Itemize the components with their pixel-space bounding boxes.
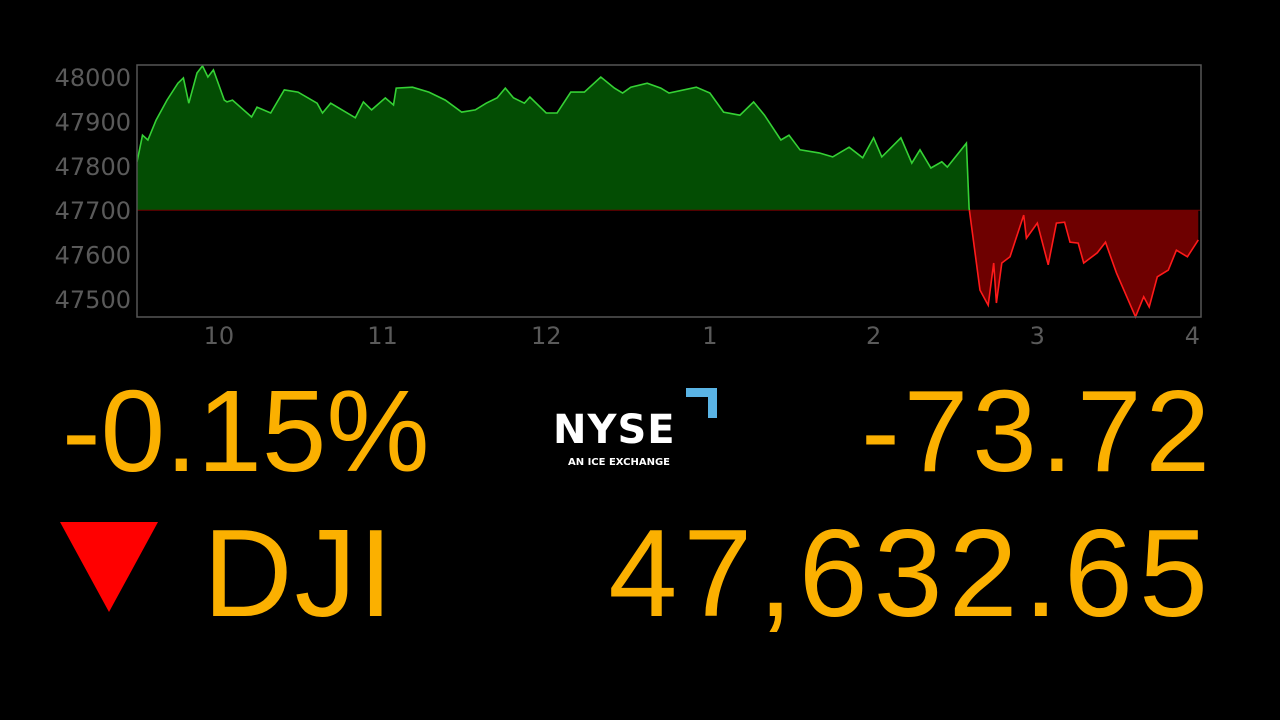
x-tick-label: 4 [1185, 322, 1200, 350]
x-tick-label: 10 [204, 322, 235, 350]
x-tick-label: 12 [531, 322, 562, 350]
x-tick-label: 2 [866, 322, 881, 350]
plot-frame [136, 64, 1202, 318]
y-tick-label: 48000 [55, 64, 131, 92]
y-tick-label: 47900 [55, 108, 131, 136]
x-tick-label: 11 [367, 322, 398, 350]
x-tick-label: 1 [702, 322, 717, 350]
x-tick-label: 3 [1030, 322, 1045, 350]
nyse-logo: NYSE AN ICE EXCHANGE [553, 388, 723, 478]
percent-change: -0.15% [62, 366, 430, 496]
index-price: 47,632.65 [608, 505, 1214, 643]
y-tick-label: 47500 [55, 286, 131, 314]
y-tick-label: 47600 [55, 242, 131, 270]
y-tick-label: 47700 [55, 197, 131, 225]
area-fill-below-baseline [137, 210, 1199, 317]
y-tick-label: 47800 [55, 153, 131, 181]
area-fill-above-baseline [137, 65, 970, 211]
logo-wordmark: NYSE [553, 407, 676, 453]
logo-tagline: AN ICE EXCHANGE [568, 457, 671, 468]
down-triangle-icon [60, 522, 158, 612]
price-line-above [137, 65, 971, 211]
logo-corner-mark [708, 388, 717, 418]
logo-corner-mark-top [686, 388, 717, 397]
point-change: -73.72 [861, 366, 1214, 496]
price-line-below [968, 210, 1199, 319]
ticker-symbol: DJI [203, 505, 395, 643]
